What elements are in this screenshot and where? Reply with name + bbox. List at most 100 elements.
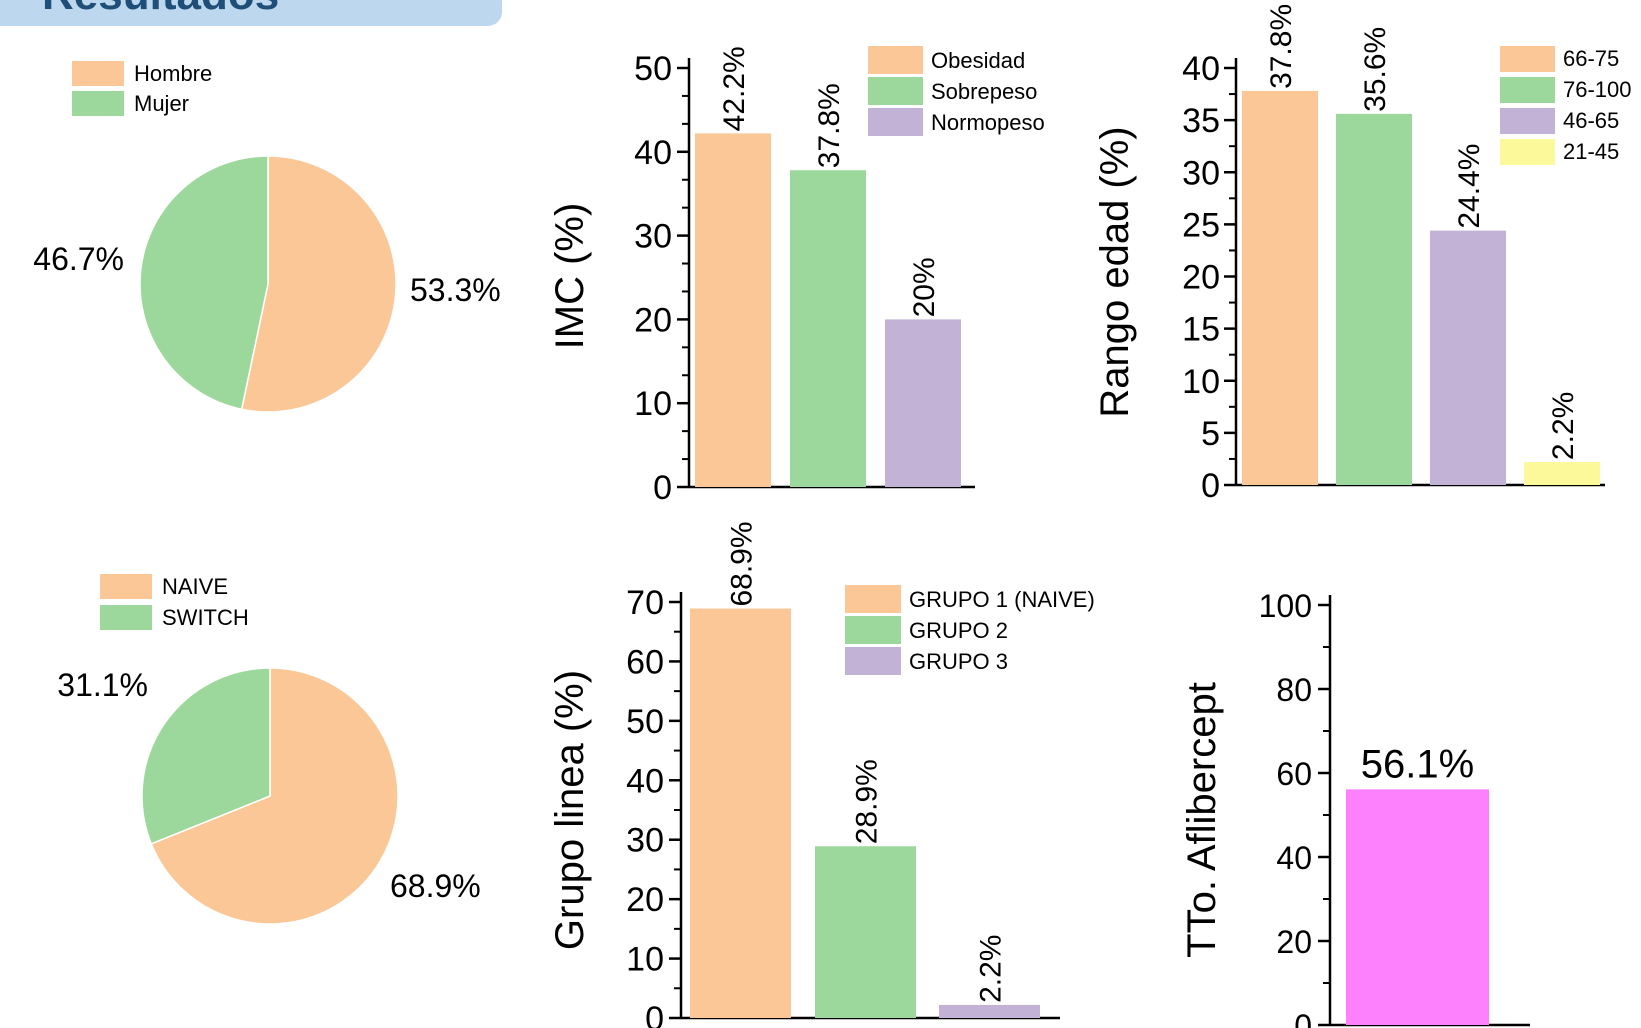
bar-chart-imc: 0 10 20 30 40 50 IMC (%) 42.2% 37.8% 20% Obesidad S… [548, 46, 1045, 507]
y-axis-label: Rango edad (%) [1093, 126, 1137, 417]
y-tick-label: 25 [1182, 206, 1220, 244]
bar [939, 1004, 1040, 1018]
y-tick-label: 15 [1182, 311, 1220, 349]
y-tick-label: 20 [626, 881, 664, 919]
y-tick-label: 10 [1182, 363, 1220, 401]
y-tick-label: 60 [626, 643, 664, 681]
pie-slice [139, 155, 269, 411]
pie-legend: NAIVE SWITCH [100, 574, 249, 630]
bar [1430, 230, 1506, 485]
legend-label: 66-75 [1563, 46, 1619, 71]
y-tick-label: 30 [634, 218, 672, 256]
bar-value-label: 2.2% [975, 935, 1008, 1003]
bar-value-label: 42.2% [718, 46, 751, 131]
bar [815, 846, 916, 1018]
pie-slice [240, 155, 397, 413]
y-tick-label: 100 [1259, 588, 1312, 624]
pie-slice-label: 53.3% [410, 272, 501, 308]
bar-chart-linea: 0 10 20 30 40 50 60 70 Grupo linea (%) 68.9% 28.9%… [548, 521, 1095, 1028]
y-tick-label: 40 [1182, 50, 1220, 88]
legend-label: GRUPO 2 [909, 618, 1008, 643]
y-tick-label: 70 [626, 584, 664, 622]
legend-label: Sobrepeso [931, 79, 1037, 104]
pie-chart-grupo: 68.9% 31.1% NAIVE SWITCH [57, 574, 481, 925]
legend-label: 46-65 [1563, 108, 1619, 133]
bar-value-label: 35.6% [1359, 27, 1392, 112]
bar-value-label: 20% [908, 257, 941, 317]
bar [790, 170, 866, 487]
bar-value-label: 28.9% [851, 759, 884, 844]
y-tick-label: 20 [1276, 924, 1312, 960]
y-tick-label: 50 [626, 703, 664, 741]
legend-label: Hombre [134, 61, 212, 86]
y-tick-label: 0 [645, 1000, 664, 1028]
legend-label: SWITCH [162, 605, 249, 630]
y-tick-label: 0 [1294, 1008, 1312, 1028]
y-tick-label: 20 [1182, 259, 1220, 297]
legend-label: Obesidad [931, 48, 1025, 73]
y-tick-label: 0 [1201, 467, 1220, 505]
legend-swatch [845, 616, 901, 644]
pie-chart-sexo: 53.3% 46.7% Hombre Mujer [33, 61, 501, 413]
y-tick-label: 50 [634, 50, 672, 88]
legend-swatch [845, 647, 901, 675]
bar [1336, 113, 1412, 486]
bar [1242, 90, 1318, 485]
y-tick-label: 60 [1276, 756, 1312, 792]
bar [1524, 462, 1600, 485]
pie-legend: Hombre Mujer [72, 61, 212, 116]
y-tick-label: 35 [1182, 102, 1220, 140]
legend-label: 76-100 [1563, 77, 1632, 102]
bar-value-label: 24.4% [1453, 144, 1486, 229]
bar-legend: Obesidad Sobrepeso Normopeso [868, 46, 1045, 136]
legend-swatch [1500, 46, 1555, 72]
legend-swatch [868, 108, 923, 136]
pie-slice [141, 667, 271, 845]
bar [695, 133, 771, 487]
legend-swatch [1500, 77, 1555, 103]
pie-slice-label: 46.7% [33, 241, 124, 277]
y-tick-label: 0 [653, 469, 672, 507]
page-title: Resultados [42, 0, 279, 20]
bar [1346, 789, 1489, 1025]
y-axis-label: Grupo linea (%) [548, 670, 592, 950]
y-tick-label: 20 [634, 301, 672, 339]
bar-value-label: 2.2% [1547, 392, 1580, 460]
legend-swatch [72, 91, 124, 116]
legend-label: GRUPO 1 (NAIVE) [909, 587, 1095, 612]
y-tick-label: 10 [634, 385, 672, 423]
legend-swatch [868, 46, 923, 74]
bar-chart-aflibercept: 0 20 40 60 80 100 TTo. Aflibercept 56.1% [1180, 588, 1530, 1028]
y-axis-label: IMC (%) [548, 203, 592, 350]
bar-legend: 66-75 76-100 46-65 21-45 [1500, 46, 1632, 165]
y-tick-label: 40 [1276, 840, 1312, 876]
legend-label: Normopeso [931, 110, 1045, 135]
bar-value-label: 56.1% [1361, 742, 1474, 786]
bar-value-label: 68.9% [726, 521, 759, 606]
legend-swatch [72, 61, 124, 86]
y-tick-label: 30 [626, 822, 664, 860]
bar-legend: GRUPO 1 (NAIVE) GRUPO 2 GRUPO 3 [845, 585, 1095, 675]
legend-label: GRUPO 3 [909, 649, 1008, 674]
legend-swatch [1500, 139, 1555, 165]
bar-value-label: 37.8% [1265, 4, 1298, 89]
legend-swatch [845, 585, 901, 613]
y-tick-label: 40 [626, 762, 664, 800]
header-band [0, 0, 502, 26]
y-tick-label: 40 [634, 134, 672, 172]
y-tick-label: 80 [1276, 672, 1312, 708]
legend-label: 21-45 [1563, 139, 1619, 164]
bar [690, 608, 791, 1018]
bar [885, 319, 961, 487]
legend-swatch [100, 605, 152, 630]
bar-chart-edad: 0 5 10 15 20 25 30 35 40 Rango edad (%) 37.8% 35.6%… [1093, 4, 1632, 505]
pie-slice-label: 31.1% [57, 667, 148, 703]
y-tick-label: 5 [1201, 415, 1220, 453]
legend-swatch [100, 574, 152, 599]
pie-slice-label: 68.9% [390, 868, 481, 904]
pie-slice [150, 667, 399, 925]
legend-label: Mujer [134, 91, 189, 116]
y-axis-label: TTo. Aflibercept [1180, 682, 1224, 958]
bar-value-label: 37.8% [813, 83, 846, 168]
